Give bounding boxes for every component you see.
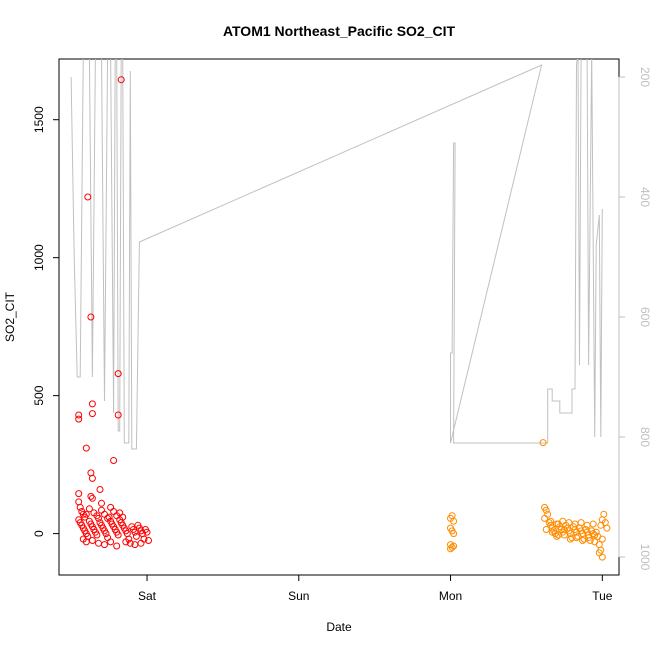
series-1-point <box>96 486 104 493</box>
chart-title: ATOM1 Northeast_Pacific SO2_CIT <box>223 23 456 39</box>
series-1-point <box>145 537 152 544</box>
series-1-point <box>137 539 145 547</box>
series-2-point <box>450 530 458 538</box>
series-2-point <box>553 520 561 528</box>
series-1-point <box>93 512 101 520</box>
series-2-point <box>603 524 611 532</box>
series-1-point <box>98 499 105 507</box>
series-2-point <box>548 528 556 536</box>
pressure-line-layer <box>70 59 603 450</box>
y2-tick-label: 200 <box>638 67 650 87</box>
series-2-point <box>573 534 580 542</box>
series-2-point <box>547 517 555 525</box>
x-axis: Sat Sun Mon Tue <box>138 574 613 603</box>
series-1-point <box>84 193 92 201</box>
series-1-point <box>75 415 83 423</box>
series-2-point <box>585 534 593 542</box>
series-1-point <box>110 457 118 464</box>
series-2-point <box>560 526 568 533</box>
series-1-point <box>87 492 95 500</box>
series-1-point <box>114 411 122 419</box>
series-1-point <box>82 444 90 452</box>
series-2-point <box>577 519 585 527</box>
series-1-point <box>122 538 130 546</box>
series-1-point <box>75 490 83 498</box>
x-tick-label: Sat <box>138 589 157 603</box>
y2-tick-label: 400 <box>638 187 650 207</box>
series-1-point <box>82 510 90 518</box>
pressure-line <box>70 59 603 450</box>
series-1-point <box>113 542 121 550</box>
series-1-point <box>88 537 96 544</box>
series-1-point <box>107 538 115 546</box>
series-1-point <box>117 76 125 84</box>
points-layer <box>75 76 611 561</box>
y-axis-label: SO2_CIT <box>3 291 17 342</box>
series-1-point <box>75 411 83 419</box>
y-tick-label: 0 <box>32 530 46 537</box>
series-1-point <box>88 474 96 482</box>
series-1-point <box>114 370 122 378</box>
x-tick-label: Sun <box>288 589 309 603</box>
series-1-point <box>126 539 134 547</box>
series-2-point <box>554 531 562 539</box>
series-1-point <box>88 494 96 502</box>
series-2-point <box>448 543 456 551</box>
series-1-point <box>88 400 96 408</box>
series-1-point <box>101 541 108 549</box>
series-2-point <box>600 510 608 518</box>
series-1-point <box>132 532 140 540</box>
y2-axis: 200 400 600 800 1000 <box>618 67 650 571</box>
series-1-point <box>104 514 112 522</box>
series-1-point <box>114 531 122 539</box>
series-1-point <box>88 410 96 418</box>
series-2-point <box>589 520 597 528</box>
series-2-point <box>542 526 550 533</box>
y-axis: 0 500 1000 1500 <box>32 106 59 537</box>
x-tick-label: Mon <box>439 589 462 603</box>
series-2-point <box>598 553 606 561</box>
series-2-point <box>447 545 454 553</box>
series-2-point <box>539 439 547 447</box>
series-2-point <box>450 517 458 525</box>
series-1-point <box>85 505 93 513</box>
series-2-point <box>591 531 599 539</box>
y-tick-label: 1000 <box>32 244 46 271</box>
series-1-point <box>143 528 151 536</box>
y2-tick-label: 1000 <box>638 544 650 571</box>
series-1-point <box>93 531 101 539</box>
series-1-point <box>102 530 110 538</box>
series-2-point <box>579 537 587 544</box>
y-tick-label: 500 <box>32 385 46 405</box>
x-tick-label: Tue <box>592 589 613 603</box>
y-tick-label: 1500 <box>32 106 46 133</box>
y2-tick-label: 600 <box>638 307 650 327</box>
series-2-point <box>553 532 561 540</box>
series-1-point <box>76 503 84 511</box>
series-2-point <box>542 506 550 514</box>
x-axis-label: Date <box>326 620 352 634</box>
series-2-point <box>598 535 606 543</box>
series-2-point <box>541 514 549 522</box>
series-1-point <box>87 313 95 321</box>
series-1-point <box>119 513 127 521</box>
y2-tick-label: 800 <box>638 427 650 447</box>
